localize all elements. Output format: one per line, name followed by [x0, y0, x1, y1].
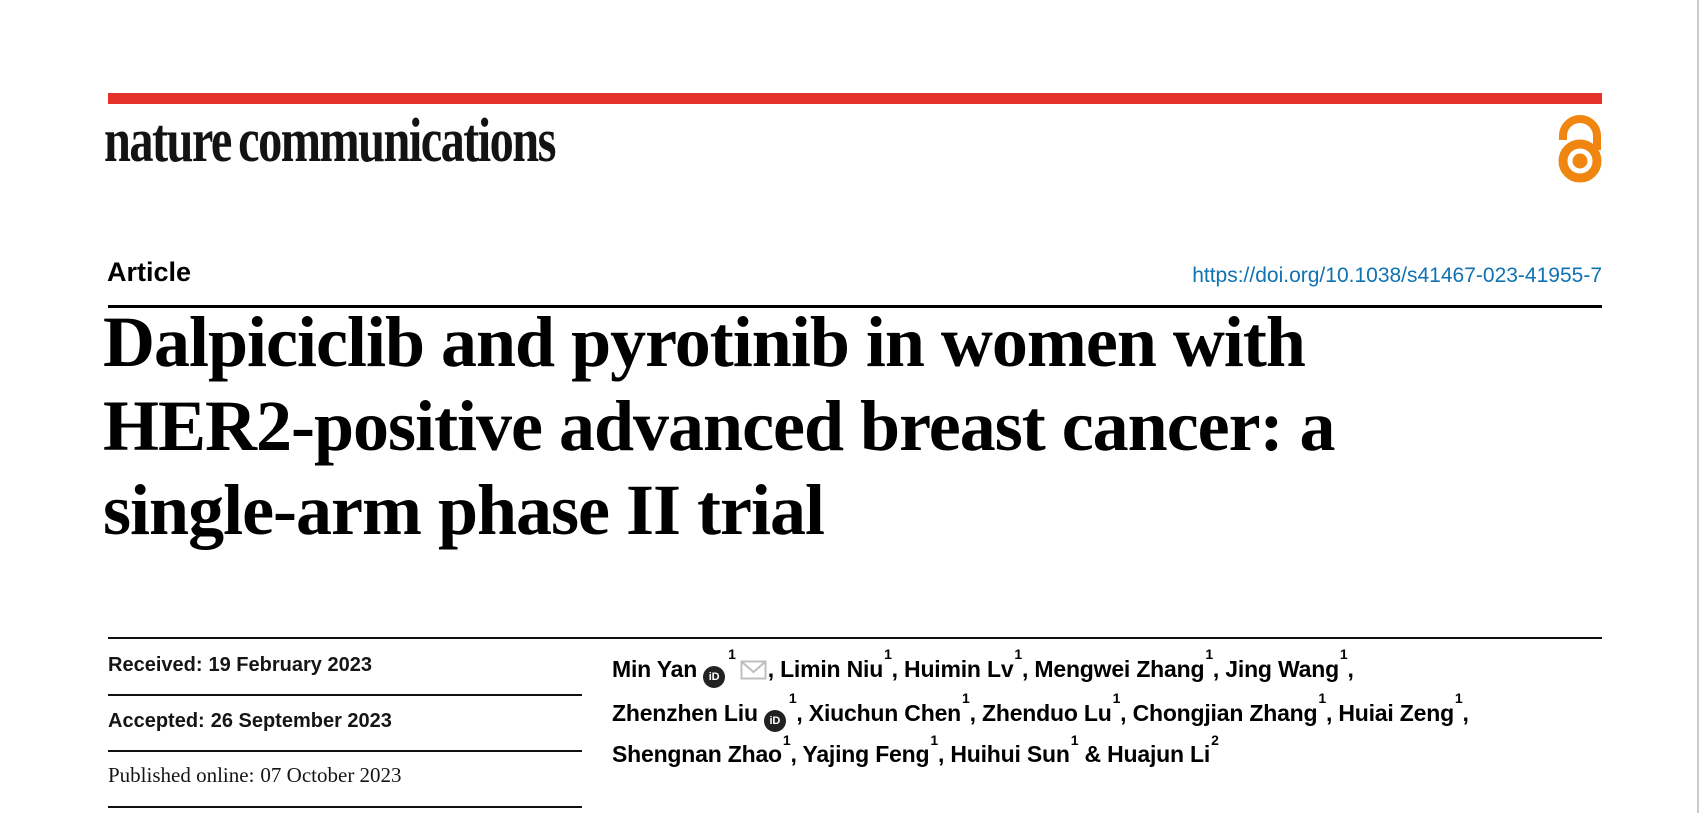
author-separator: ,: [937, 741, 951, 768]
author: Huajun Li2: [1107, 732, 1219, 768]
author: Chongjian Zhang1,: [1132, 690, 1339, 726]
received-label: Received:: [108, 654, 203, 676]
affiliation-superscript: 1: [930, 731, 938, 748]
affiliation-superscript: 1: [1070, 731, 1079, 748]
open-access-icon: [1558, 109, 1602, 183]
author-separator: ,: [969, 699, 982, 726]
header-rule: [108, 305, 1602, 308]
divider-top: [108, 637, 1602, 639]
published-value: 07 October 2023: [260, 763, 402, 787]
affiliation-superscript: 1: [962, 690, 970, 707]
email-envelope-icon[interactable]: [740, 655, 767, 691]
author-name: Shengnan Zhao: [612, 741, 782, 768]
author: Shengnan Zhao1,: [612, 732, 803, 768]
affiliation-superscript: 1: [1454, 690, 1463, 707]
affiliation-superscript: 1: [884, 646, 892, 662]
affiliation-superscript: 2: [1211, 731, 1219, 748]
author-name: Huajun Li: [1107, 741, 1211, 768]
author-separator: ,: [790, 741, 803, 768]
author-separator: ,: [796, 699, 809, 726]
author-separator: &: [1078, 741, 1108, 768]
author-separator: ,: [1120, 699, 1133, 726]
published-date-row: Published online: 07 October 2023: [108, 762, 402, 788]
author: Xiuchun Chen1,: [808, 690, 982, 726]
divider-received: [108, 694, 582, 696]
affiliation-superscript: 1: [1205, 646, 1213, 662]
author-line-2: Zhenzhen Liu iD1, Xiuchun Chen1, Zhenduo …: [612, 690, 1612, 732]
accepted-label: Accepted:: [108, 710, 205, 732]
brand-bar: [108, 93, 1602, 104]
author: Zhenduo Lu1,: [982, 690, 1133, 726]
affiliation-superscript: 1: [1318, 690, 1326, 707]
orcid-icon[interactable]: iD: [703, 665, 726, 688]
author-separator: ,: [1022, 655, 1035, 682]
affiliation-superscript: 1: [788, 690, 797, 707]
received-value: 19 February 2023: [208, 654, 372, 676]
journal-logo: nature communications: [104, 107, 556, 175]
author-name: Zhenzhen Liu: [612, 699, 758, 726]
article-title: Dalpiciclib and pyrotinib in women with …: [103, 302, 1336, 550]
author-separator: ,: [767, 655, 781, 682]
author-name: Huiai Zeng: [1338, 699, 1454, 726]
author: Min Yan iD1,: [612, 646, 781, 688]
author: Huiai Zeng1,: [1338, 690, 1469, 726]
author: Jing Wang1,: [1225, 646, 1354, 682]
doi-link[interactable]: https://doi.org/10.1038/s41467-023-41955…: [1192, 264, 1602, 287]
author-separator: ,: [891, 655, 905, 682]
affiliation-superscript: 1: [1112, 690, 1121, 707]
author-name: Huimin Lv: [904, 655, 1014, 682]
affiliation-superscript: 1: [1339, 646, 1348, 662]
affiliation-superscript: 1: [1014, 646, 1023, 662]
author-separator: ,: [1212, 655, 1226, 682]
affiliation-superscript: 1: [728, 646, 736, 662]
divider-published: [108, 806, 582, 808]
page-edge-border: [1697, 0, 1699, 813]
author-name: Mengwei Zhang: [1034, 655, 1205, 682]
orcid-icon[interactable]: iD: [763, 709, 786, 732]
author-name: Huihui Sun: [950, 741, 1070, 768]
author-line-1: Min Yan iD1, Limin Niu1, Huimin Lv1, Meng…: [612, 646, 1612, 690]
author-line-3: Shengnan Zhao1, Yajing Feng1, Huihui Sun…: [612, 732, 1612, 773]
author: Zhenzhen Liu iD1,: [612, 690, 809, 732]
author: Huimin Lv1,: [904, 646, 1035, 682]
author: Huihui Sun1 &: [950, 732, 1108, 768]
affiliation-superscript: 1: [782, 731, 791, 748]
author-name: Xiuchun Chen: [808, 699, 962, 726]
published-label: Published online:: [108, 763, 255, 787]
accepted-date-row: Accepted: 26 September 2023: [108, 708, 392, 734]
author-separator: ,: [1462, 699, 1469, 726]
author-separator: ,: [1347, 655, 1354, 682]
author-list: Min Yan iD1, Limin Niu1, Huimin Lv1, Meng…: [612, 646, 1612, 773]
author-name: Limin Niu: [780, 655, 884, 682]
author: Yajing Feng1,: [802, 732, 951, 768]
author-name: Min Yan: [612, 655, 698, 682]
divider-accepted: [108, 750, 582, 752]
author-name: Yajing Feng: [802, 741, 930, 768]
author: Limin Niu1,: [780, 646, 905, 682]
author-name: Chongjian Zhang: [1132, 699, 1318, 726]
author-name: Zhenduo Lu: [982, 699, 1112, 726]
received-date-row: Received: 19 February 2023: [108, 652, 372, 678]
author-separator: ,: [1325, 699, 1339, 726]
accepted-value: 26 September 2023: [210, 710, 392, 732]
author: Mengwei Zhang1,: [1034, 646, 1226, 682]
article-type-label: Article: [107, 257, 192, 287]
author-name: Jing Wang: [1225, 655, 1339, 682]
